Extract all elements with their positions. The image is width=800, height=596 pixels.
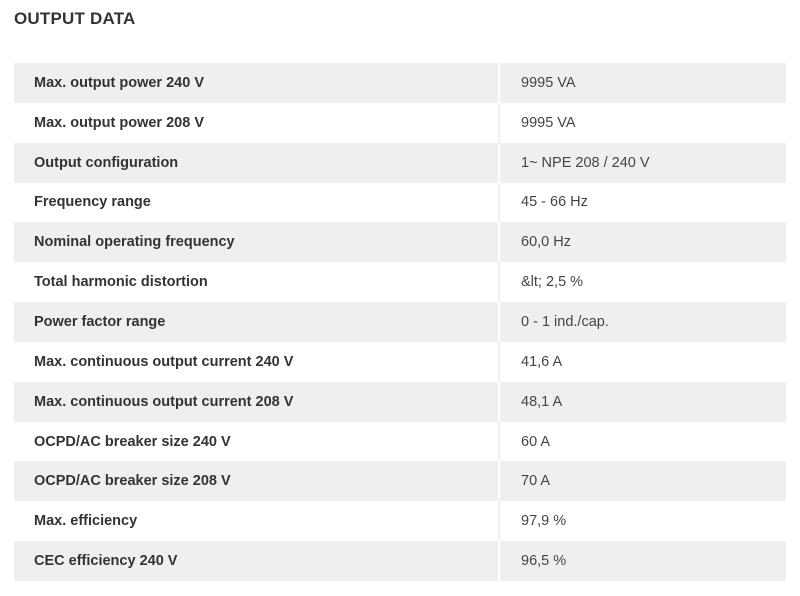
table-row: OCPD/AC breaker size 208 V 70 A — [14, 461, 786, 502]
spec-label: Total harmonic distortion — [14, 262, 500, 303]
table-row: CEC efficiency 240 V 96,5 % — [14, 541, 786, 581]
table-row: Total harmonic distortion &lt; 2,5 % — [14, 262, 786, 303]
table-row: Max. efficiency 97,9 % — [14, 501, 786, 542]
spec-value: 0 - 1 ind./cap. — [521, 313, 609, 330]
spec-value: 45 - 66 Hz — [521, 194, 588, 211]
spec-value: 96,5 % — [521, 553, 567, 570]
section-title: OUTPUT DATA — [14, 9, 136, 28]
table-row: Max. output power 240 V 9995 VA — [14, 63, 786, 103]
spec-value: 97,9 % — [521, 513, 567, 530]
spec-label: Output configuration — [14, 142, 500, 183]
table-row: Max. output power 208 V 9995 VA — [14, 102, 786, 143]
spec-label: Power factor range — [14, 302, 500, 342]
spec-label: Frequency range — [14, 182, 500, 223]
spec-value: 9995 VA — [521, 114, 576, 131]
table-row: Max. continuous output current 240 V 41,… — [14, 341, 786, 382]
table-row: OCPD/AC breaker size 240 V 60 A — [14, 421, 786, 462]
spec-label: Max. efficiency — [14, 501, 500, 542]
table-row: Max. continuous output current 208 V 48,… — [14, 381, 786, 422]
spec-value: 70 A — [521, 473, 551, 490]
table-row: Power factor range 0 - 1 ind./cap. — [14, 302, 786, 342]
spec-value: 60,0 Hz — [521, 234, 571, 251]
spec-label: Max. continuous output current 240 V — [14, 341, 500, 382]
spec-label: OCPD/AC breaker size 208 V — [14, 461, 500, 502]
spec-label: Max. continuous output current 208 V — [14, 381, 500, 422]
spec-value: 1~ NPE 208 / 240 V — [521, 154, 650, 171]
spec-label: Max. output power 240 V — [14, 63, 500, 103]
spec-value: 41,6 A — [521, 353, 563, 370]
spec-value: 9995 VA — [521, 74, 576, 91]
table-row: Output configuration 1~ NPE 208 / 240 V — [14, 142, 786, 183]
spec-value: 48,1 A — [521, 393, 563, 410]
spec-value: 60 A — [521, 433, 551, 450]
spec-label: OCPD/AC breaker size 240 V — [14, 421, 500, 462]
spec-value: &lt; 2,5 % — [521, 274, 584, 291]
table-row: Nominal operating frequency 60,0 Hz — [14, 222, 786, 263]
spec-table: Max. output power 240 V 9995 VA Max. out… — [14, 63, 786, 581]
spec-label: Max. output power 208 V — [14, 102, 500, 143]
spec-label: Nominal operating frequency — [14, 222, 500, 263]
table-row: Frequency range 45 - 66 Hz — [14, 182, 786, 223]
spec-label: CEC efficiency 240 V — [14, 541, 500, 581]
